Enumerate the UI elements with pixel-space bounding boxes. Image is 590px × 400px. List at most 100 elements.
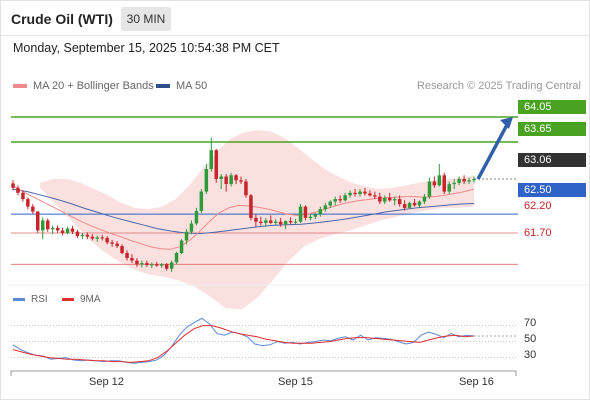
candle-body — [358, 191, 362, 195]
candle-body — [323, 205, 328, 210]
rsi-level-30: 30 — [524, 349, 537, 361]
candle-body — [95, 237, 99, 239]
candle-body — [397, 199, 402, 205]
candle-body — [26, 199, 30, 207]
candle-body — [110, 242, 114, 244]
candle-body — [278, 221, 283, 225]
candle-body — [130, 258, 134, 261]
forecast-arrow-shaft — [476, 122, 510, 180]
candle-body — [298, 206, 303, 222]
legend-ma50-swatch — [156, 84, 170, 89]
candle-body — [333, 199, 337, 202]
candle-body — [46, 220, 50, 230]
level-r2-badge: 64.05 — [518, 100, 586, 114]
candle-body — [31, 206, 35, 212]
candle-body — [135, 260, 139, 265]
legend-ma50-label: MA 50 — [176, 80, 208, 92]
candle-body — [288, 221, 293, 223]
candle-body — [442, 175, 446, 192]
candle-body — [41, 220, 45, 231]
candle-body — [373, 195, 377, 197]
candle-body — [447, 184, 451, 192]
candle-body — [219, 176, 223, 179]
candle-body — [199, 191, 204, 211]
candle-body — [363, 191, 367, 194]
legend-ma20-bb: MA 20 + Bollinger Bands — [13, 80, 154, 92]
candle-body — [472, 179, 476, 181]
legend-rsi-swatch — [13, 297, 25, 301]
candle-body — [293, 221, 298, 223]
candle-body — [194, 211, 199, 224]
candle-body — [150, 264, 154, 266]
candle-body — [50, 227, 55, 230]
candle-body — [338, 199, 342, 201]
candle-body — [164, 264, 169, 269]
candle-body — [318, 209, 323, 215]
candle-body — [383, 197, 387, 202]
candle-body — [189, 223, 194, 232]
candle-body — [115, 243, 119, 247]
candle-body — [90, 236, 95, 239]
candle-body — [437, 175, 442, 186]
candle-body — [417, 201, 422, 206]
candle-body — [313, 214, 318, 217]
candle-body — [254, 217, 258, 222]
timeframe-selector[interactable]: 30 MIN — [121, 7, 171, 31]
candle-body — [274, 221, 278, 223]
candle-body — [125, 253, 129, 258]
candle-body — [105, 238, 109, 243]
candle-body — [120, 246, 124, 253]
level-pivot-badge: 62.50 — [518, 183, 586, 197]
candle-body — [100, 237, 104, 239]
candle-body — [234, 175, 238, 181]
candle-body — [353, 192, 357, 195]
legend-ma50: MA 50 — [156, 80, 207, 92]
candle-body — [145, 263, 149, 265]
legend-9ma: 9MA — [62, 294, 101, 305]
candle-body — [21, 192, 25, 200]
candle-body — [55, 227, 60, 231]
candle-body — [283, 221, 288, 225]
candle-body — [160, 264, 164, 266]
header-divider — [0, 35, 590, 36]
candle-body — [209, 150, 213, 169]
candle-body — [85, 234, 90, 237]
legend-rsi: RSI — [13, 294, 48, 305]
candle-body — [75, 231, 80, 237]
legend-rsi-label: RSI — [31, 294, 48, 305]
candle-body — [393, 199, 397, 201]
candle-body — [244, 181, 248, 196]
ma50-line — [12, 188, 475, 235]
rsi-level-50: 50 — [524, 333, 537, 345]
legend-ma20-label: MA 20 + Bollinger Bands — [33, 80, 154, 92]
candle-body — [259, 221, 263, 223]
research-credit: Research © 2025 Trading Central — [416, 80, 581, 92]
candle-body — [155, 264, 159, 266]
x-tick-label: Sep 15 — [278, 376, 313, 388]
candle-body — [467, 180, 471, 182]
candle-body — [169, 262, 174, 269]
instrument-title: Crude Oil (WTI) — [11, 11, 113, 27]
candle-body — [239, 180, 243, 182]
candle-body — [249, 195, 253, 218]
candle-body — [388, 197, 392, 201]
candle-body — [343, 195, 347, 201]
x-tick-label: Sep 16 — [459, 376, 494, 388]
candle-body — [402, 204, 407, 208]
legend-9ma-label: 9MA — [80, 294, 101, 305]
candle-body — [60, 230, 65, 233]
candle-body — [80, 234, 85, 237]
candle-body — [269, 220, 273, 223]
candle-body — [303, 206, 308, 218]
current-price-badge: 63.06 — [518, 153, 586, 167]
candle-body — [11, 183, 15, 188]
candle-body — [452, 182, 456, 185]
forecast-arrow-head — [500, 116, 513, 129]
candle-body — [328, 201, 332, 206]
candle-body — [204, 169, 209, 192]
rsi-level-70: 70 — [524, 317, 537, 329]
candle-body — [427, 181, 432, 197]
datetime-label: Monday, September 15, 2025 10:54:38 PM C… — [13, 41, 280, 55]
candle-body — [308, 216, 313, 218]
